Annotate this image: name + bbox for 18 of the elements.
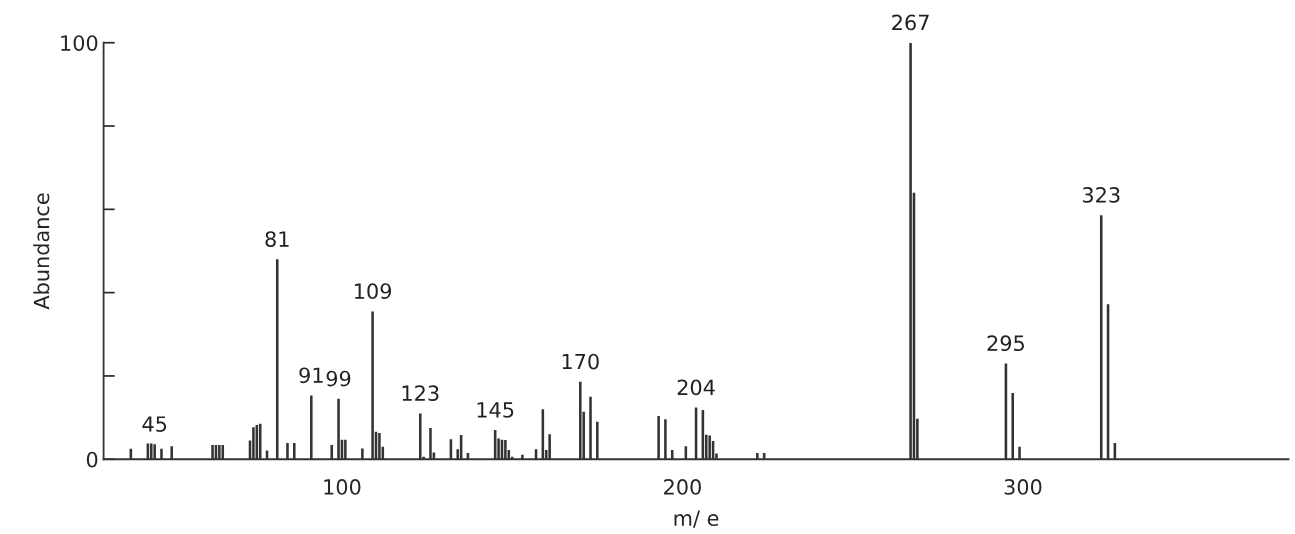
annotation: 99 xyxy=(326,370,351,387)
y-tick-label: 0 xyxy=(86,451,98,468)
x-tick-label: 100 xyxy=(324,479,361,495)
annotation: 170 xyxy=(562,353,599,370)
annotation: 91 xyxy=(299,367,323,384)
annotation: 267 xyxy=(892,14,929,31)
annotation: 109 xyxy=(355,283,392,300)
annotation: 295 xyxy=(987,335,1024,352)
annotation: 145 xyxy=(477,402,514,418)
y-axis-title: Abundance xyxy=(33,193,50,310)
x-tick-label: 300 xyxy=(1004,479,1042,495)
x-tick-label: 200 xyxy=(664,479,701,495)
annotation: 323 xyxy=(1082,187,1120,203)
annotation: 45 xyxy=(142,416,167,432)
annotation: 204 xyxy=(677,379,715,396)
annotation: 81 xyxy=(265,231,289,247)
annotation: 123 xyxy=(402,385,439,402)
x-axis-title: m/ e xyxy=(674,510,719,528)
